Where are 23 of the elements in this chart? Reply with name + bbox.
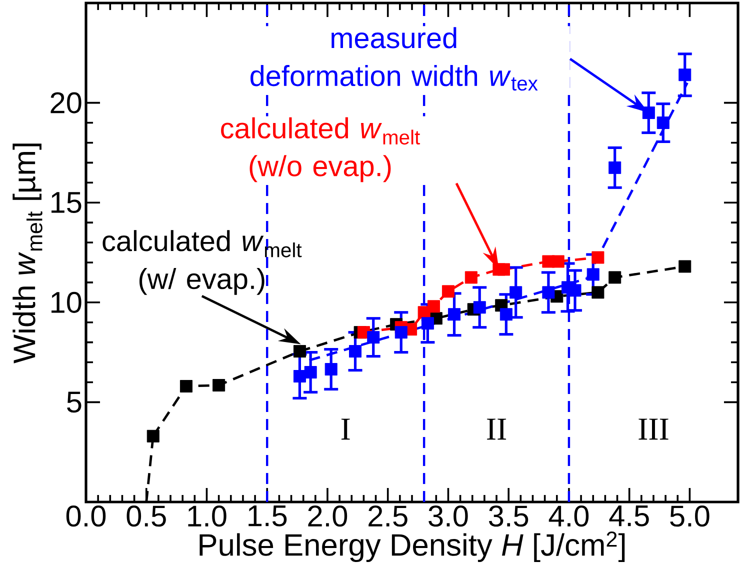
x-axis-title: Pulse Energy Density H [J/cm$^{2}$] xyxy=(200,532,625,562)
annotation: calculated w$_{melt}$ (w/ evap.) xyxy=(102,230,302,295)
x-tick-label: 4.0 xyxy=(548,506,589,527)
annotation: calculated w$_{melt}$ (w/o evap.) xyxy=(221,117,420,182)
annotation: III xyxy=(638,418,668,440)
y-tick-label: 5 xyxy=(67,392,82,413)
x-tick-label: 1.0 xyxy=(188,506,226,527)
x-tick-label: 2.0 xyxy=(308,506,348,527)
y-axis-title: Width w$_{melt}$ [µm] xyxy=(12,144,42,364)
annotation: measured deformation width w$_{tex}$ xyxy=(250,27,538,91)
x-tick-label: 0.0 xyxy=(66,506,106,527)
x-tick-label: 0.5 xyxy=(126,506,166,527)
x-tick-label: 1.5 xyxy=(248,506,287,526)
x-tick-label: 3.0 xyxy=(428,506,468,527)
y-tick-label: 20 xyxy=(50,92,82,114)
annotation: I xyxy=(341,418,350,440)
y-tick-label: 15 xyxy=(52,192,82,214)
x-tick-label: 2.5 xyxy=(368,506,408,527)
x-tick-label: 4.5 xyxy=(609,506,649,526)
annotation: II xyxy=(487,418,506,440)
x-tick-label: 5.0 xyxy=(670,506,710,527)
y-tick-label: 10 xyxy=(52,292,82,313)
x-tick-label: 3.5 xyxy=(488,506,528,527)
